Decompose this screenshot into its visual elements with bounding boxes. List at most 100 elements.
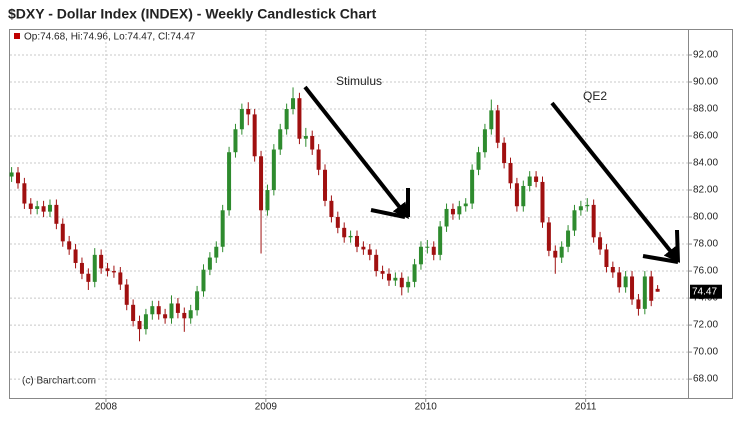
- candle-body: [207, 257, 212, 270]
- candle-body: [431, 246, 436, 255]
- chart-title: $DXY - Dollar Index (INDEX) - Weekly Can…: [8, 6, 377, 22]
- candle-body: [406, 281, 411, 288]
- price-tag-label: 74.47: [692, 286, 717, 297]
- candle-body: [73, 249, 78, 263]
- candle-body: [131, 304, 136, 322]
- candle-body: [572, 210, 577, 231]
- candle-body: [35, 206, 40, 209]
- y-tick-label: 86.00: [693, 131, 718, 142]
- candle-body: [150, 306, 155, 315]
- candle-body: [118, 272, 123, 285]
- candle-body: [214, 246, 219, 258]
- y-tick-label: 80.00: [693, 212, 718, 223]
- candle-body: [265, 190, 270, 211]
- candle-body: [527, 176, 532, 186]
- y-tick-label: 92.00: [693, 50, 718, 61]
- candle-body: [15, 172, 20, 184]
- candle-body: [386, 273, 391, 281]
- candle-body: [495, 110, 500, 143]
- candle-body: [425, 246, 430, 248]
- candle-body: [284, 109, 289, 130]
- y-tick-label: 78.00: [693, 239, 718, 250]
- y-tick-label: 90.00: [693, 77, 718, 88]
- candle-body: [303, 136, 308, 139]
- candle-body: [566, 230, 571, 247]
- candle-body: [642, 276, 647, 309]
- candle-body: [297, 98, 302, 139]
- candle-body: [111, 271, 116, 273]
- candle-body: [514, 183, 519, 207]
- candle-body: [54, 204, 59, 224]
- candle-body: [271, 149, 276, 191]
- candle-body: [540, 181, 545, 223]
- candle-body: [99, 254, 104, 269]
- candle-body: [361, 246, 366, 250]
- x-tick-label: 2011: [575, 402, 597, 413]
- arrow-head: [642, 254, 679, 264]
- candle-body: [348, 235, 353, 238]
- candle-body: [463, 203, 468, 207]
- candle-body: [195, 291, 200, 311]
- candle-body: [86, 273, 91, 282]
- candle-body: [92, 254, 97, 282]
- y-tick-label: 68.00: [693, 374, 718, 385]
- candle-body: [278, 129, 283, 150]
- arrow-head: [675, 229, 680, 263]
- candle-body: [169, 303, 174, 319]
- candle-body: [655, 288, 660, 292]
- candle-body: [28, 203, 33, 209]
- candle-body: [399, 277, 404, 288]
- candle-body: [367, 249, 372, 255]
- candle-body: [182, 312, 187, 319]
- x-tick-label: 2010: [415, 402, 438, 413]
- candle-body: [310, 136, 315, 150]
- candle-body: [67, 241, 72, 250]
- annotation: QE2: [583, 89, 607, 103]
- arrow: [550, 101, 680, 263]
- y-tick-label: 88.00: [693, 104, 718, 115]
- legend-swatch: [14, 33, 20, 39]
- candle-body: [291, 98, 296, 110]
- candle-body: [438, 226, 443, 255]
- x-tick-label: 2009: [255, 402, 278, 413]
- y-tick-label: 82.00: [693, 185, 718, 196]
- candle-body: [559, 246, 564, 258]
- candle-body: [41, 206, 46, 212]
- candle-body: [604, 249, 609, 268]
- candle-body: [239, 109, 244, 130]
- x-tick-label: 2008: [95, 402, 118, 413]
- candle-body: [105, 268, 110, 272]
- candle-body: [636, 299, 641, 309]
- candle-body: [188, 310, 193, 319]
- candle-body: [457, 206, 462, 215]
- candle-body: [380, 271, 385, 274]
- y-tick-label: 76.00: [693, 266, 718, 277]
- ohlc-info: Op:74.68, Hi:74.96, Lo:74.47, Cl:74.47: [24, 32, 196, 43]
- candle-body: [354, 235, 359, 247]
- candle-body: [470, 169, 475, 204]
- candle-body: [444, 208, 449, 227]
- candle-body: [201, 269, 206, 292]
- candle-body: [9, 172, 14, 177]
- candle-body: [163, 314, 168, 319]
- candle-body: [143, 314, 148, 330]
- y-tick-label: 72.00: [693, 320, 718, 331]
- candle-body: [610, 267, 615, 273]
- candle-body: [220, 210, 225, 247]
- candle-body: [450, 208, 455, 215]
- candle-body: [534, 176, 539, 182]
- candle-body: [227, 152, 232, 211]
- candle-body: [329, 200, 334, 218]
- candle-body: [246, 109, 251, 115]
- candle-body: [630, 276, 635, 300]
- candle-body: [521, 185, 526, 207]
- candle-body: [335, 217, 340, 228]
- candle-body: [553, 250, 558, 258]
- candle-body: [418, 246, 423, 265]
- candle-body: [508, 163, 513, 184]
- candle-body: [585, 204, 590, 207]
- candle-body: [482, 129, 487, 153]
- candle-body: [623, 276, 628, 288]
